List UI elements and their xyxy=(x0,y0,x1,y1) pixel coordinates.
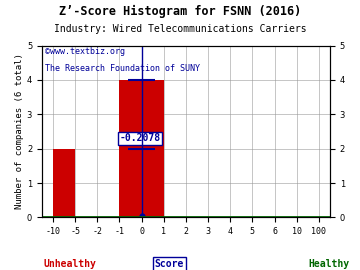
Bar xyxy=(120,80,164,217)
Text: Healthy: Healthy xyxy=(308,259,349,269)
Text: ©www.textbiz.org: ©www.textbiz.org xyxy=(45,47,125,56)
Text: Industry: Wired Telecommunications Carriers: Industry: Wired Telecommunications Carri… xyxy=(54,24,306,34)
Text: The Research Foundation of SUNY: The Research Foundation of SUNY xyxy=(45,65,200,73)
Text: Unhealthy: Unhealthy xyxy=(43,259,96,269)
Text: Z’-Score Histogram for FSNN (2016): Z’-Score Histogram for FSNN (2016) xyxy=(59,5,301,18)
Bar xyxy=(53,148,75,217)
Text: -0.2078: -0.2078 xyxy=(120,133,161,143)
Y-axis label: Number of companies (6 total): Number of companies (6 total) xyxy=(15,53,24,209)
Text: Score: Score xyxy=(154,259,184,269)
